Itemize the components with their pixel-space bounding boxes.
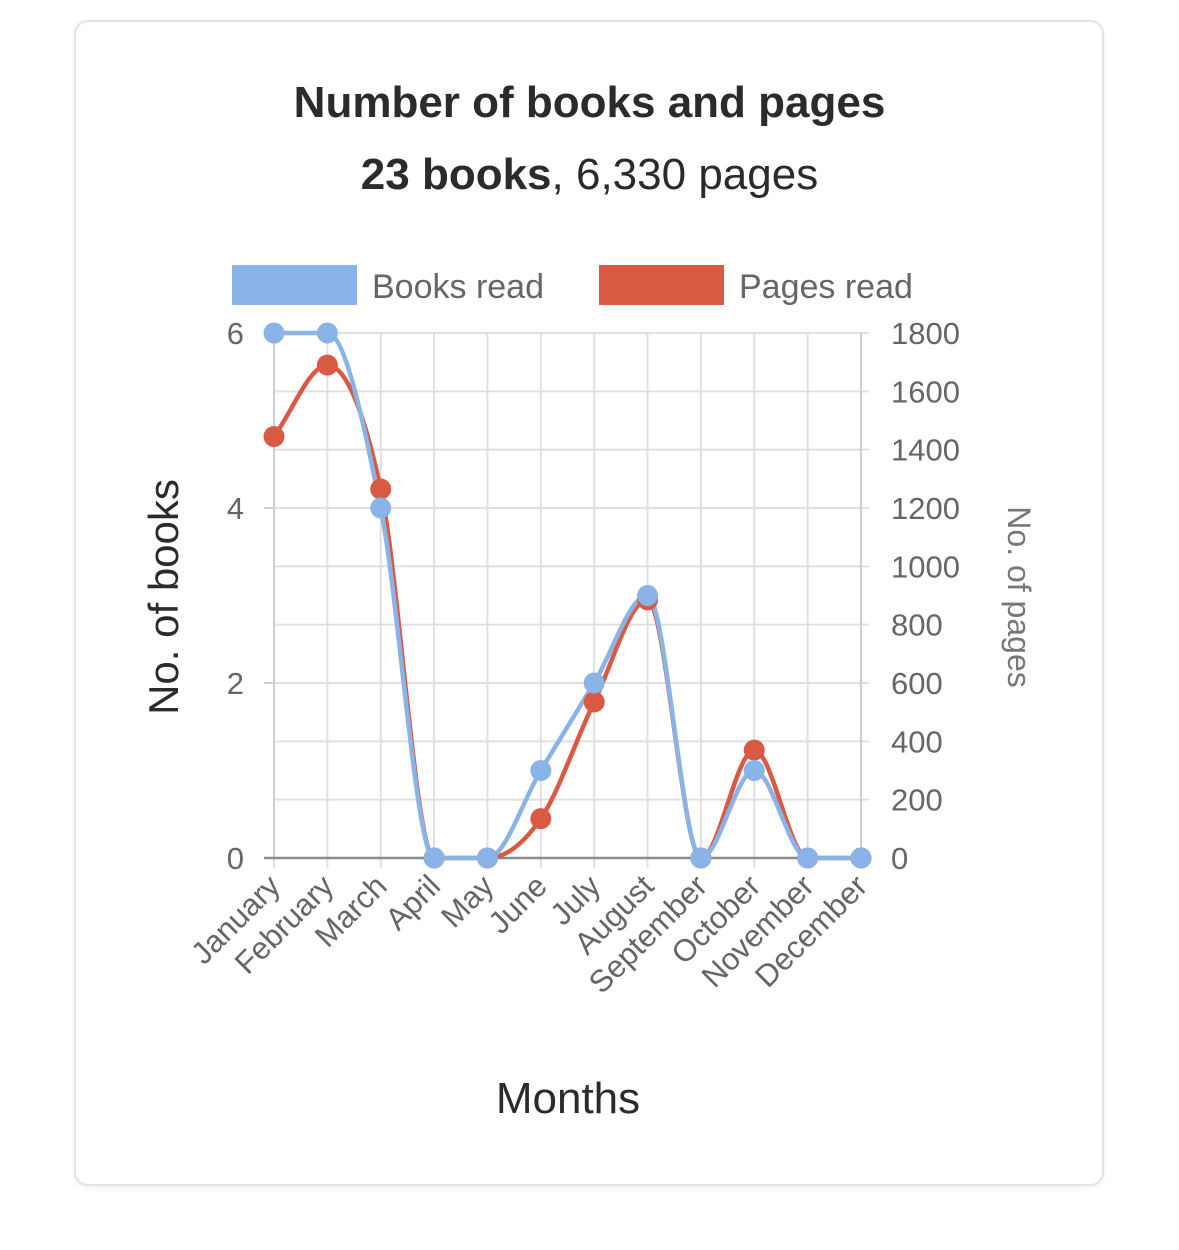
data-point-books-read[interactable] bbox=[583, 672, 605, 694]
data-point-pages-read[interactable] bbox=[743, 739, 765, 761]
y-tick-label: 6 bbox=[227, 316, 244, 351]
tick-labels: 0246020040060080010001200140016001800Jan… bbox=[184, 316, 960, 1000]
data-point-pages-read[interactable] bbox=[263, 426, 285, 448]
axes bbox=[264, 333, 869, 860]
y2-tick-label: 1600 bbox=[891, 374, 960, 409]
data-point-pages-read[interactable] bbox=[316, 354, 338, 376]
books-total: 23 books bbox=[360, 150, 552, 199]
legend-label-books-read[interactable]: Books read bbox=[372, 268, 544, 306]
x-axis-title: Months bbox=[496, 1074, 640, 1123]
y-tick-label: 0 bbox=[227, 841, 244, 876]
x-tick-label: June bbox=[481, 868, 553, 940]
y-tick-label: 4 bbox=[227, 491, 244, 526]
y2-tick-label: 600 bbox=[891, 666, 943, 701]
y2-tick-label: 1000 bbox=[891, 549, 960, 584]
y2-tick-label: 200 bbox=[891, 783, 943, 818]
y2-tick-label: 0 bbox=[891, 841, 908, 876]
pages-total: , 6,330 pages bbox=[551, 150, 819, 199]
legend-swatch-pages-read[interactable] bbox=[599, 265, 724, 305]
series-lines bbox=[272, 330, 861, 861]
data-point-books-read[interactable] bbox=[423, 847, 445, 869]
legend: Books read Pages read bbox=[232, 265, 913, 306]
data-point-books-read[interactable] bbox=[850, 847, 872, 869]
x-tick-label: April bbox=[378, 868, 447, 937]
y-tick-label: 2 bbox=[227, 666, 244, 701]
data-point-books-read[interactable] bbox=[263, 322, 285, 344]
y-axis-title: No. of books bbox=[140, 479, 187, 715]
y2-axis-title: No. of pages bbox=[1001, 506, 1037, 687]
data-point-books-read[interactable] bbox=[637, 585, 659, 606]
data-point-books-read[interactable] bbox=[530, 760, 552, 781]
y2-tick-label: 400 bbox=[891, 724, 943, 759]
data-point-pages-read[interactable] bbox=[530, 808, 552, 830]
data-point-books-read[interactable] bbox=[476, 847, 498, 869]
y2-tick-label: 1400 bbox=[891, 433, 960, 468]
chart-title: Number of books and pages bbox=[293, 78, 886, 127]
data-point-books-read[interactable] bbox=[797, 847, 819, 869]
y2-tick-label: 1800 bbox=[891, 316, 960, 351]
data-point-pages-read[interactable] bbox=[583, 691, 605, 713]
legend-label-pages-read[interactable]: Pages read bbox=[739, 268, 913, 306]
data-point-books-read[interactable] bbox=[743, 760, 765, 781]
data-point-books-read[interactable] bbox=[370, 497, 392, 519]
data-point-pages-read[interactable] bbox=[370, 478, 392, 500]
y2-tick-label: 800 bbox=[891, 608, 943, 643]
data-point-books-read[interactable] bbox=[316, 322, 338, 344]
grid-lines bbox=[264, 332, 869, 868]
legend-swatch-books-read[interactable] bbox=[232, 265, 357, 305]
data-point-books-read[interactable] bbox=[690, 847, 712, 869]
series-line-pages-read bbox=[272, 362, 861, 861]
y2-tick-label: 1200 bbox=[891, 491, 960, 526]
chart-card bbox=[74, 20, 1104, 1186]
chart-subtitle: 23 books, 6,330 pages bbox=[0, 150, 1179, 200]
series-points bbox=[263, 322, 872, 869]
